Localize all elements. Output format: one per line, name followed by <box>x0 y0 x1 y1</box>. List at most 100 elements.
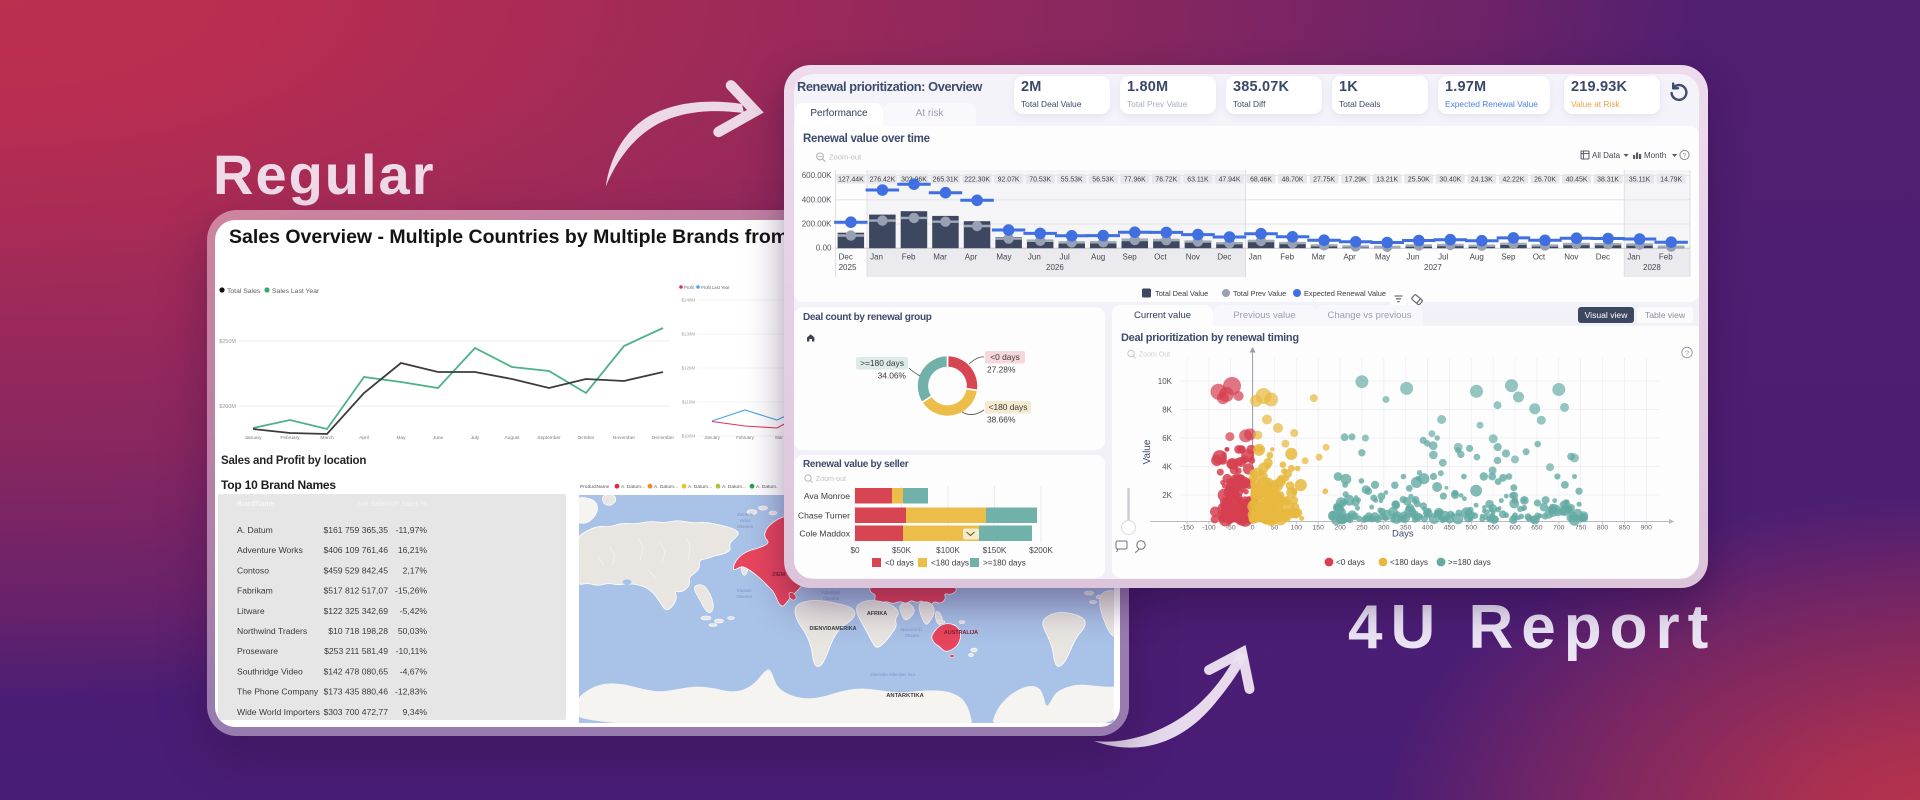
svg-text:YoY Sales %: YoY Sales % <box>387 501 427 508</box>
svg-text:16,21%: 16,21% <box>398 545 428 555</box>
svg-text:222.30K: 222.30K <box>964 176 990 183</box>
svg-text:$173 435 880,46: $173 435 880,46 <box>323 687 388 697</box>
svg-text:$303 700 472,77: $303 700 472,77 <box>323 707 388 717</box>
svg-text:127.44K: 127.44K <box>838 176 864 183</box>
svg-text:Vidus: Vidus <box>739 518 751 523</box>
svg-text:-5,42%: -5,42% <box>400 606 428 616</box>
svg-text:Mar: Mar <box>775 435 783 440</box>
svg-text:March: March <box>320 435 334 441</box>
svg-text:$142 478 080,65: $142 478 080,65 <box>323 666 388 676</box>
svg-text:<0 days: <0 days <box>990 352 1020 362</box>
svg-text:?: ? <box>1685 349 1689 358</box>
svg-text:Value: Value <box>1142 439 1153 464</box>
svg-text:Fabrikam: Fabrikam <box>237 586 273 596</box>
svg-text:DIENVIDAMERIKA: DIENVIDAMERIKA <box>809 626 856 632</box>
svg-text:July: July <box>471 435 480 441</box>
svg-text:Total Deal Value: Total Deal Value <box>1155 289 1208 298</box>
svg-text:Nov: Nov <box>1564 253 1578 262</box>
svg-text:Ziemels: Ziemels <box>737 512 754 517</box>
svg-text:>=180 days: >=180 days <box>1448 558 1491 567</box>
svg-text:4K: 4K <box>1162 462 1172 471</box>
svg-text:Days: Days <box>1392 529 1414 540</box>
svg-text:$100K: $100K <box>936 546 960 555</box>
svg-text:600: 600 <box>1509 525 1521 532</box>
svg-text:Jan: Jan <box>1627 253 1640 262</box>
svg-text:January: January <box>244 435 262 441</box>
svg-text:Oct: Oct <box>1154 253 1167 262</box>
svg-text:Aug: Aug <box>1091 253 1105 262</box>
svg-text:September: September <box>537 435 561 441</box>
svg-text:750: 750 <box>1575 525 1587 532</box>
svg-text:ANTARKTIKA: ANTARKTIKA <box>886 693 924 699</box>
svg-text:Profit Last Year: Profit Last Year <box>701 285 730 290</box>
svg-text:$122 325 342,69: $122 325 342,69 <box>323 606 388 616</box>
svg-text:October: October <box>577 435 594 441</box>
svg-text:Jul: Jul <box>1438 253 1448 262</box>
svg-text:February: February <box>280 435 300 441</box>
svg-text:The Phone Company: The Phone Company <box>237 687 319 697</box>
svg-text:92.07K: 92.07K <box>998 176 1020 183</box>
svg-text:-12,83%: -12,83% <box>395 687 427 697</box>
svg-text:Okeans: Okeans <box>736 594 753 599</box>
svg-text:100: 100 <box>1291 525 1303 532</box>
svg-text:Dienvidu Atlantijas Sea: Dienvidu Atlantijas Sea <box>871 672 916 677</box>
svg-text:A. Datum...: A. Datum... <box>722 484 746 490</box>
svg-text:68.46K: 68.46K <box>1250 176 1272 183</box>
svg-text:<180 days: <180 days <box>1390 558 1428 567</box>
svg-text:Cole Maddox: Cole Maddox <box>799 529 850 539</box>
svg-text:77.96K: 77.96K <box>1124 176 1146 183</box>
svg-text:Expected Renewal Value: Expected Renewal Value <box>1304 289 1386 298</box>
svg-text:Sep: Sep <box>1123 253 1138 262</box>
svg-text:276.42K: 276.42K <box>870 176 896 183</box>
svg-text:Atlantijas: Atlantijas <box>822 590 841 595</box>
svg-text:$140M: $140M <box>682 298 696 303</box>
svg-text:>=180 days: >=180 days <box>860 358 904 368</box>
svg-text:2,17%: 2,17% <box>403 565 428 575</box>
svg-text:55.53K: 55.53K <box>1061 176 1083 183</box>
svg-text:30.40K: 30.40K <box>1439 176 1461 183</box>
svg-text:150: 150 <box>1313 525 1325 532</box>
svg-text:2025: 2025 <box>839 263 857 272</box>
svg-text:Dec: Dec <box>839 253 853 262</box>
svg-text:24.13K: 24.13K <box>1471 176 1493 183</box>
svg-text:27.75K: 27.75K <box>1313 176 1335 183</box>
svg-text:Mar: Mar <box>933 253 947 262</box>
svg-text:600.00K: 600.00K <box>802 171 832 180</box>
svg-text:40.45K: 40.45K <box>1566 176 1588 183</box>
svg-text:27.28%: 27.28% <box>987 365 1016 375</box>
svg-text:9,34%: 9,34% <box>403 707 428 717</box>
svg-text:50: 50 <box>1271 525 1279 532</box>
svg-text:38.66%: 38.66% <box>987 415 1016 425</box>
svg-text:700: 700 <box>1553 525 1565 532</box>
svg-text:Jan: Jan <box>1249 253 1262 262</box>
svg-text:Mazumtirdz.: Mazumtirdz. <box>901 627 924 632</box>
svg-text:26.70K: 26.70K <box>1534 176 1556 183</box>
svg-text:Jun: Jun <box>1407 253 1420 262</box>
svg-text:Dec: Dec <box>1217 253 1231 262</box>
svg-text:Month: Month <box>1644 151 1666 160</box>
svg-text:63.11K: 63.11K <box>1187 176 1209 183</box>
svg-text:500: 500 <box>1466 525 1478 532</box>
svg-text:$200M: $200M <box>219 404 236 410</box>
svg-text:Zoom-out: Zoom-out <box>829 153 862 162</box>
svg-text:Sales Last Year: Sales Last Year <box>272 288 320 295</box>
svg-text:-10,11%: -10,11% <box>396 646 428 656</box>
svg-text:0.00: 0.00 <box>816 244 832 253</box>
svg-text:Jan: Jan <box>870 253 883 262</box>
svg-text:-50: -50 <box>1226 525 1236 532</box>
svg-text:Dec: Dec <box>1596 253 1610 262</box>
svg-text:February: February <box>736 435 754 440</box>
svg-text:A. Datum: A. Datum <box>237 525 273 535</box>
svg-text:48.70K: 48.70K <box>1282 176 1304 183</box>
svg-text:January: January <box>704 435 720 440</box>
svg-text:Mar: Mar <box>1312 253 1326 262</box>
svg-text:Oct: Oct <box>1533 253 1546 262</box>
svg-text:Aug: Aug <box>1470 253 1484 262</box>
svg-text:25.50K: 25.50K <box>1408 176 1430 183</box>
svg-text:Total Sales: Total Sales <box>227 288 261 295</box>
svg-text:300: 300 <box>1378 525 1390 532</box>
svg-text:ProductName: ProductName <box>580 484 610 490</box>
svg-text:BrandName: BrandName <box>237 501 274 508</box>
svg-text:Jul: Jul <box>1060 253 1070 262</box>
svg-text:Feb: Feb <box>1659 253 1673 262</box>
